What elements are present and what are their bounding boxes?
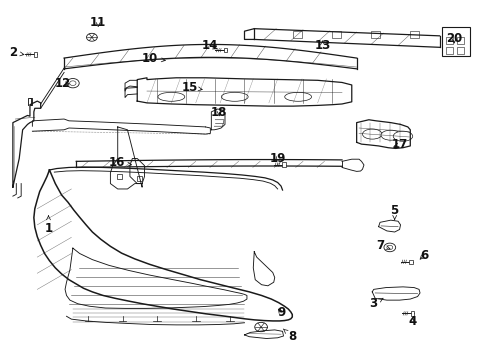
Bar [293,31,302,38]
Ellipse shape [158,92,184,101]
Text: 18: 18 [210,106,227,119]
Ellipse shape [380,130,400,140]
Bar [408,260,412,264]
Ellipse shape [221,92,247,101]
Text: 20: 20 [445,32,461,45]
Text: 12: 12 [55,77,71,90]
Ellipse shape [362,129,381,139]
Bar [441,27,469,56]
Text: 5: 5 [390,204,398,220]
Text: 2: 2 [9,46,24,59]
Text: 13: 13 [314,39,330,52]
Text: 6: 6 [419,249,427,262]
Text: 8: 8 [283,329,296,343]
Bar [137,176,142,181]
Bar [370,31,379,38]
Bar [410,311,413,316]
Text: 16: 16 [108,156,131,169]
Bar [445,37,452,44]
Text: 1: 1 [44,216,52,235]
Text: 14: 14 [201,39,217,52]
Bar [456,46,463,54]
Text: 9: 9 [276,306,285,319]
Bar [445,46,452,54]
Bar [331,31,340,38]
Bar [117,174,122,179]
Text: 11: 11 [90,16,106,29]
Text: 3: 3 [369,297,382,310]
Text: 19: 19 [269,152,285,165]
Ellipse shape [392,131,412,141]
Bar [409,31,418,38]
Text: 7: 7 [375,239,389,252]
Text: 10: 10 [141,51,165,64]
Text: 15: 15 [182,81,202,94]
Ellipse shape [284,92,311,101]
Bar [34,52,37,57]
Text: 17: 17 [390,138,407,151]
Bar [224,48,227,52]
Bar [456,37,463,44]
Bar [282,162,285,167]
Text: 4: 4 [408,315,416,328]
